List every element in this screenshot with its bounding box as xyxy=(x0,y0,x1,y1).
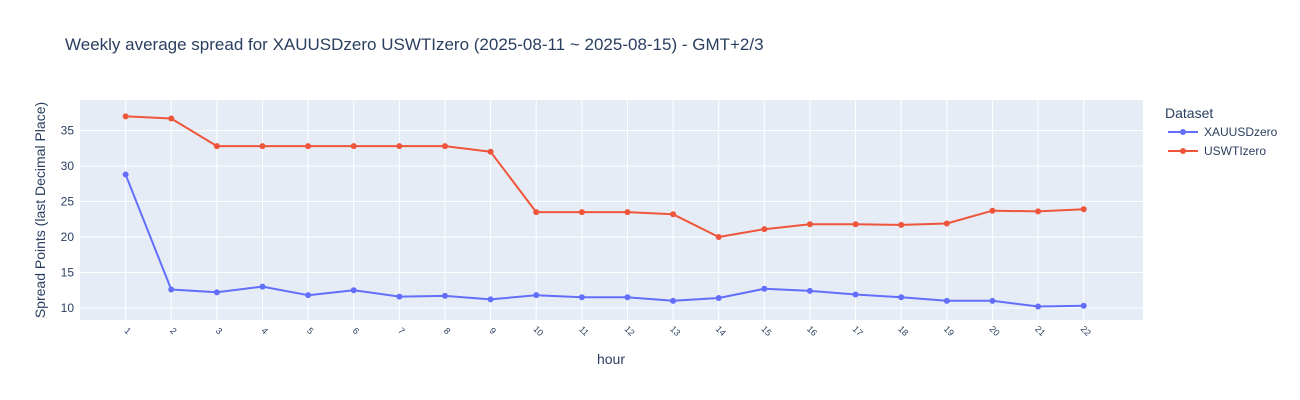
data-point[interactable] xyxy=(122,113,129,120)
x-tick-label: 9 xyxy=(487,326,498,337)
data-point[interactable] xyxy=(259,283,266,290)
x-tick-label: 1 xyxy=(122,326,133,337)
data-point[interactable] xyxy=(487,148,494,155)
x-tick-label: 5 xyxy=(305,326,316,337)
x-tick-label: 4 xyxy=(259,326,270,337)
data-point[interactable] xyxy=(1080,302,1087,309)
x-axis-label: hour xyxy=(597,351,625,367)
data-point[interactable] xyxy=(761,226,768,233)
data-point[interactable] xyxy=(350,287,357,294)
data-point[interactable] xyxy=(1080,206,1087,213)
data-point[interactable] xyxy=(213,289,220,296)
data-point[interactable] xyxy=(441,292,448,299)
series-line[interactable] xyxy=(124,174,1084,308)
x-tick-label: 2 xyxy=(168,326,179,337)
data-point[interactable] xyxy=(852,291,859,298)
data-point[interactable] xyxy=(989,297,996,304)
y-tick-label: 25 xyxy=(61,194,75,208)
series-USWTIzero[interactable] xyxy=(122,113,1087,240)
legend-item[interactable]: XAUUSDzero xyxy=(1168,125,1278,139)
data-point[interactable] xyxy=(487,296,494,303)
data-point[interactable] xyxy=(624,294,631,301)
data-point[interactable] xyxy=(898,221,905,228)
data-point[interactable] xyxy=(213,143,220,150)
x-tick-label: 6 xyxy=(351,326,362,337)
data-point[interactable] xyxy=(396,293,403,300)
data-point[interactable] xyxy=(715,233,722,240)
data-point[interactable] xyxy=(1035,303,1042,310)
y-axis-ticks: 10 15 20 25 30 35 xyxy=(61,124,75,315)
y-tick-label: 10 xyxy=(61,301,75,315)
data-point[interactable] xyxy=(1035,208,1042,215)
y-tick-label: 15 xyxy=(61,265,75,279)
legend[interactable]: Dataset XAUUSDzero USWTIzero xyxy=(1165,105,1278,158)
data-point[interactable] xyxy=(670,297,677,304)
data-point[interactable] xyxy=(943,297,950,304)
legend-title: Dataset xyxy=(1165,105,1213,121)
legend-label: XAUUSDzero xyxy=(1204,125,1278,139)
data-point[interactable] xyxy=(441,143,448,150)
chart-title: Weekly average spread for XAUUSDzero USW… xyxy=(65,35,764,54)
legend-label: USWTIzero xyxy=(1204,144,1266,158)
data-point[interactable] xyxy=(396,143,403,150)
data-point[interactable] xyxy=(943,220,950,227)
series-lines[interactable] xyxy=(122,113,1087,310)
x-tick-label: 8 xyxy=(442,326,453,337)
data-point[interactable] xyxy=(168,286,175,293)
y-tick-label: 35 xyxy=(61,124,75,138)
data-point[interactable] xyxy=(305,292,312,299)
legend-marker-icon xyxy=(1180,148,1186,154)
series-XAUUSDzero[interactable] xyxy=(122,171,1087,310)
series-line[interactable] xyxy=(125,115,1084,238)
data-point[interactable] xyxy=(806,221,813,228)
x-tick-label: 7 xyxy=(396,326,407,337)
y-tick-label: 20 xyxy=(61,230,75,244)
plot-area xyxy=(80,100,1143,320)
data-point[interactable] xyxy=(989,207,996,214)
data-point[interactable] xyxy=(168,115,175,122)
data-point[interactable] xyxy=(898,294,905,301)
data-point[interactable] xyxy=(533,292,540,299)
data-point[interactable] xyxy=(122,171,129,178)
data-point[interactable] xyxy=(806,287,813,294)
data-point[interactable] xyxy=(852,221,859,228)
data-point[interactable] xyxy=(715,295,722,301)
data-point[interactable] xyxy=(305,143,312,150)
data-point[interactable] xyxy=(259,143,266,150)
data-point[interactable] xyxy=(533,209,540,216)
x-tick-label: 3 xyxy=(214,326,225,337)
data-point[interactable] xyxy=(578,209,585,216)
data-point[interactable] xyxy=(350,143,357,150)
data-point[interactable] xyxy=(624,209,631,216)
data-point[interactable] xyxy=(670,211,677,218)
y-tick-label: 30 xyxy=(61,159,75,173)
y-axis-label: Spread Points (last Decimal Place) xyxy=(32,102,48,318)
data-point[interactable] xyxy=(578,294,585,301)
legend-marker-icon xyxy=(1180,129,1186,135)
data-point[interactable] xyxy=(761,285,768,292)
legend-item[interactable]: USWTIzero xyxy=(1168,144,1266,158)
